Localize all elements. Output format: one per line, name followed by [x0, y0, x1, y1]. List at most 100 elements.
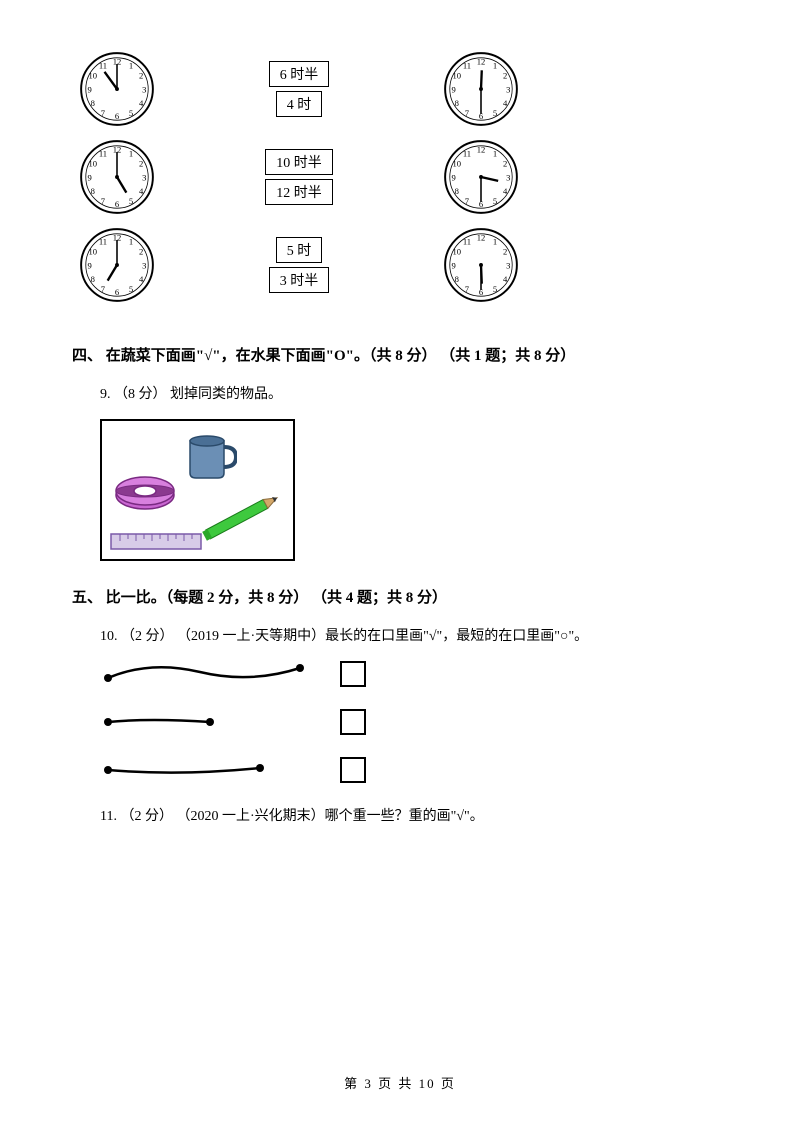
- svg-text:5: 5: [129, 196, 133, 206]
- time-label: 3 时半: [269, 267, 330, 293]
- svg-text:7: 7: [465, 108, 470, 118]
- curvy-line-3: [100, 758, 320, 782]
- svg-text:1: 1: [493, 236, 497, 246]
- svg-text:5: 5: [129, 284, 133, 294]
- curvy-line-2: [100, 710, 320, 734]
- svg-text:1: 1: [493, 60, 497, 70]
- svg-text:11: 11: [463, 236, 471, 246]
- time-label: 12 时半: [265, 179, 333, 205]
- svg-text:5: 5: [493, 284, 497, 294]
- checkbox-2[interactable]: [340, 709, 366, 735]
- svg-text:7: 7: [101, 284, 106, 294]
- svg-text:1: 1: [129, 60, 133, 70]
- svg-text:3: 3: [506, 261, 510, 271]
- svg-text:8: 8: [91, 186, 95, 196]
- svg-text:11: 11: [99, 148, 107, 158]
- curvy-line-1: [100, 662, 320, 686]
- svg-text:2: 2: [503, 70, 507, 80]
- svg-text:10: 10: [89, 158, 98, 168]
- svg-text:9: 9: [452, 261, 456, 271]
- section-4-title: 四、 在蔬菜下面画"√"，在水果下面画"O"。（共 8 分） （共 1 题；共 …: [72, 344, 728, 365]
- time-labels-1: 6 时半 4 时: [174, 61, 424, 117]
- svg-text:4: 4: [503, 274, 508, 284]
- clock-row-2: 1212 345 678 91011 10 时半 12 时半 1212 345: [72, 138, 728, 216]
- time-label: 6 时半: [269, 61, 330, 87]
- svg-text:2: 2: [503, 158, 507, 168]
- svg-text:6: 6: [115, 111, 120, 121]
- time-label: 10 时半: [265, 149, 333, 175]
- svg-text:6: 6: [115, 287, 120, 297]
- svg-text:8: 8: [455, 274, 459, 284]
- line-row-3: [100, 757, 728, 783]
- clock-left-2: 1212 345 678 91011: [78, 138, 156, 216]
- svg-text:4: 4: [503, 98, 508, 108]
- cup-icon: [182, 433, 237, 481]
- svg-text:10: 10: [89, 70, 98, 80]
- page-footer: 第 3 页 共 10 页: [0, 1073, 800, 1092]
- svg-text:5: 5: [493, 108, 497, 118]
- svg-text:5: 5: [129, 108, 133, 118]
- svg-text:5: 5: [493, 196, 497, 206]
- tape-icon: [114, 473, 176, 511]
- svg-text:11: 11: [99, 236, 107, 246]
- line-row-2: [100, 709, 728, 735]
- objects-image: [100, 419, 295, 561]
- clock-left-3: 1212 345 678 91011: [78, 226, 156, 304]
- svg-text:10: 10: [453, 158, 462, 168]
- lines-comparison: [100, 661, 728, 783]
- checkbox-1[interactable]: [340, 661, 366, 687]
- svg-text:6: 6: [115, 199, 120, 209]
- clock-row-1: 1212 345 678 91011 6 时半 4 时 1212 345: [72, 50, 728, 128]
- svg-text:12: 12: [477, 56, 486, 66]
- svg-text:11: 11: [463, 148, 471, 158]
- time-label: 4 时: [276, 91, 323, 117]
- svg-text:8: 8: [455, 186, 459, 196]
- clock-right-3: 1212 345 678 91011: [442, 226, 520, 304]
- svg-text:8: 8: [91, 98, 95, 108]
- svg-text:2: 2: [139, 158, 143, 168]
- svg-text:2: 2: [139, 70, 143, 80]
- svg-text:12: 12: [477, 144, 486, 154]
- svg-text:7: 7: [465, 196, 470, 206]
- svg-text:12: 12: [477, 232, 486, 242]
- svg-text:3: 3: [142, 85, 146, 95]
- svg-text:9: 9: [88, 261, 92, 271]
- svg-text:1: 1: [129, 236, 133, 246]
- time-label: 5 时: [276, 237, 323, 263]
- svg-text:10: 10: [89, 246, 98, 256]
- question-9: 9. （8 分） 划掉同类的物品。: [100, 383, 728, 403]
- clock-matching-section: 1212 345 678 91011 6 时半 4 时 1212 345: [72, 50, 728, 304]
- svg-text:4: 4: [139, 186, 144, 196]
- svg-text:4: 4: [139, 98, 144, 108]
- time-labels-2: 10 时半 12 时半: [174, 149, 424, 205]
- checkbox-3[interactable]: [340, 757, 366, 783]
- clock-left-1: 1212 345 678 91011: [78, 50, 156, 128]
- svg-text:3: 3: [142, 173, 146, 183]
- svg-text:8: 8: [91, 274, 95, 284]
- svg-text:4: 4: [503, 186, 508, 196]
- svg-text:2: 2: [139, 246, 143, 256]
- time-labels-3: 5 时 3 时半: [174, 237, 424, 293]
- svg-text:3: 3: [506, 173, 510, 183]
- svg-text:7: 7: [101, 196, 106, 206]
- svg-text:11: 11: [99, 60, 107, 70]
- question-10: 10. （2 分） （2019 一上·天等期中）最长的在口里画"√"，最短的在口…: [100, 625, 728, 645]
- svg-text:9: 9: [88, 173, 92, 183]
- svg-text:1: 1: [493, 148, 497, 158]
- svg-text:10: 10: [453, 70, 462, 80]
- svg-text:1: 1: [129, 148, 133, 158]
- clock-right-1: 1212 345 678 91011: [442, 50, 520, 128]
- svg-text:3: 3: [506, 85, 510, 95]
- svg-text:9: 9: [88, 85, 92, 95]
- question-11: 11. （2 分） （2020 一上·兴化期末）哪个重一些？重的画"√"。: [100, 805, 728, 825]
- ruler-icon: [110, 533, 202, 551]
- svg-text:7: 7: [101, 108, 106, 118]
- svg-text:10: 10: [453, 246, 462, 256]
- svg-text:7: 7: [465, 284, 470, 294]
- svg-text:2: 2: [503, 246, 507, 256]
- svg-text:8: 8: [455, 98, 459, 108]
- svg-text:3: 3: [142, 261, 146, 271]
- line-row-1: [100, 661, 728, 687]
- clock-row-3: 1212 345 678 91011 5 时 3 时半 1212 345: [72, 226, 728, 304]
- svg-text:4: 4: [139, 274, 144, 284]
